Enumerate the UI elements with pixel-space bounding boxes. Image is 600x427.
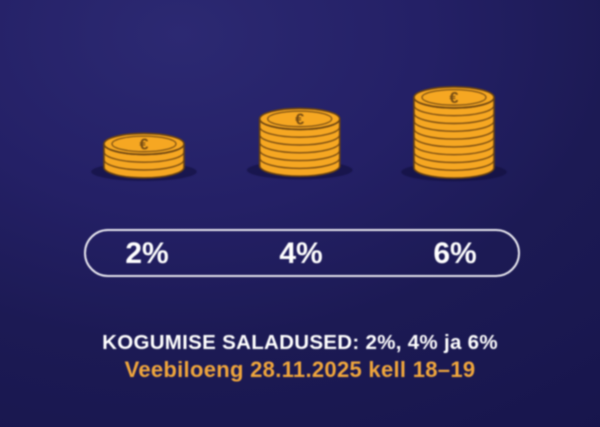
- svg-text:€: €: [450, 90, 459, 107]
- svg-text:€: €: [140, 137, 149, 154]
- svg-text:€: €: [295, 112, 304, 129]
